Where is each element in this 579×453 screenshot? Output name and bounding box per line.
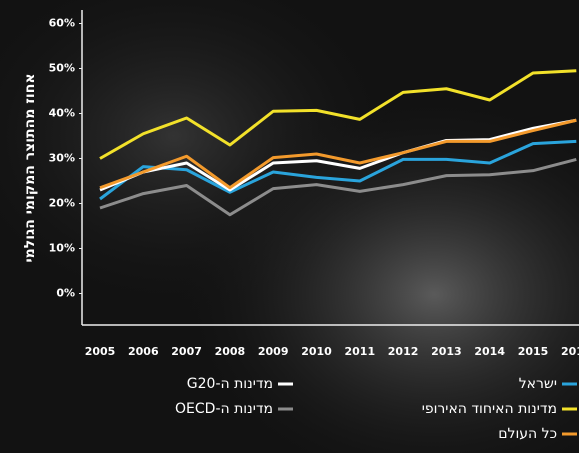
series-line	[99, 157, 577, 217]
series-line	[99, 69, 577, 160]
x-tick-label: 2016	[561, 345, 579, 358]
series-line	[99, 118, 577, 192]
x-tick-label: 2010	[301, 345, 332, 358]
legend-label: מדינות האיחוד האירופי	[422, 401, 557, 417]
x-tick-label: 2011	[344, 345, 375, 358]
legend-label: ישראל	[519, 376, 557, 392]
x-tick-label: 2014	[474, 345, 505, 358]
legend-label: מדינות ה-OECD	[175, 401, 273, 417]
legend-label: מדינות ה-G20	[187, 376, 273, 392]
y-tick-label: 0%	[56, 287, 75, 300]
x-tick-label: 2006	[128, 345, 159, 358]
series-line	[99, 118, 577, 190]
legend-label: כל העולם	[498, 426, 557, 442]
x-tick-label: 2007	[171, 345, 202, 358]
series-line	[99, 139, 577, 201]
y-tick-label: 40%	[49, 107, 75, 120]
x-tick-label: 2009	[258, 345, 289, 358]
y-tick-label: 60%	[49, 17, 75, 30]
x-tick-label: 2008	[215, 345, 246, 358]
y-axis-title: אחוז מהתוצר המקומי הגולמי	[22, 73, 38, 262]
y-tick-label: 10%	[49, 242, 75, 255]
x-tick-label: 2013	[431, 345, 462, 358]
y-tick-label: 50%	[49, 62, 75, 75]
x-tick-label: 2015	[518, 345, 549, 358]
y-tick-label: 20%	[49, 197, 75, 210]
x-tick-label: 2005	[85, 345, 116, 358]
x-tick-label: 2012	[388, 345, 419, 358]
y-tick-label: 30%	[49, 152, 75, 165]
